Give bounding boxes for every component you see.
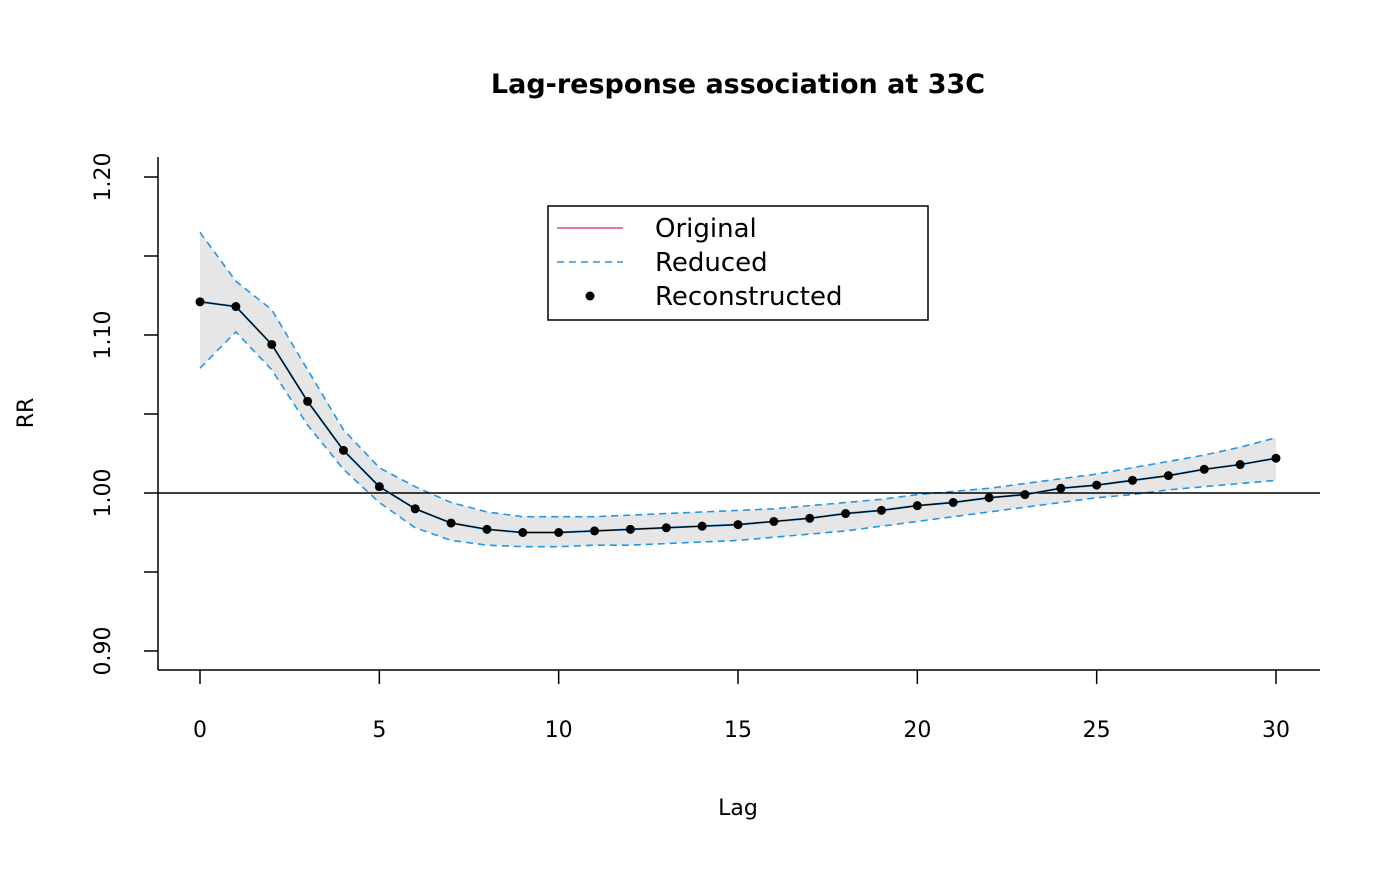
reconstructed-point <box>733 520 743 530</box>
reconstructed-point <box>1128 475 1138 485</box>
reconstructed-point <box>984 493 994 503</box>
chart-title: Lag-response association at 33C <box>491 69 985 100</box>
reconstructed-point <box>948 497 958 507</box>
reconstructed-point <box>1020 490 1030 500</box>
x-axis-label: Lag <box>718 796 758 821</box>
reconstructed-point <box>1235 460 1245 470</box>
plot-area <box>158 231 1320 548</box>
reconstructed-point <box>518 528 528 537</box>
reconstructed-point <box>1092 480 1102 490</box>
reconstructed-point <box>338 445 348 455</box>
reconstructed-point <box>769 516 779 526</box>
reconstructed-point <box>267 339 277 349</box>
reconstructed-point <box>1271 453 1281 463</box>
reconstructed-point <box>1056 483 1066 493</box>
x-tick-label: 10 <box>545 718 573 743</box>
reconstructed-point <box>554 528 564 537</box>
x-tick-label: 20 <box>903 718 931 743</box>
legend-box <box>547 205 929 321</box>
reconstructed-point <box>482 524 492 534</box>
reconstructed-point <box>446 518 456 528</box>
x-tick-label: 30 <box>1262 718 1290 743</box>
x-tick-label: 25 <box>1083 718 1111 743</box>
reconstructed-point <box>625 524 635 534</box>
x-tick-label: 15 <box>724 718 752 743</box>
y-tick-label: 1.00 <box>91 469 116 518</box>
x-tick-label: 0 <box>193 718 207 743</box>
series-original-line <box>199 301 1277 534</box>
ci-upper-line <box>199 231 1277 518</box>
reconstructed-point <box>231 302 241 312</box>
reconstructed-point <box>661 523 671 533</box>
reconstructed-point <box>912 501 922 511</box>
reconstructed-point <box>303 396 313 406</box>
y-tick-label: 1.10 <box>91 311 116 360</box>
reconstructed-point <box>374 482 384 492</box>
legend: Original Reduced Reconstructed <box>547 205 929 321</box>
y-axis-label: RR <box>14 398 39 429</box>
reconstructed-point <box>697 521 707 531</box>
reconstructed-point <box>1163 471 1173 481</box>
series-reduced-line <box>199 300 1277 534</box>
reconstructed-point <box>590 526 600 536</box>
reconstructed-point <box>841 509 851 519</box>
legend-label-reduced: Reduced <box>655 248 768 278</box>
legend-label-reconstructed: Reconstructed <box>655 282 842 312</box>
legend-reconstructed-swatch <box>585 291 595 301</box>
reconstructed-point <box>805 513 815 523</box>
y-tick-label: 0.90 <box>91 627 116 676</box>
reconstructed-point <box>1199 464 1209 474</box>
reconstructed-point <box>195 297 205 307</box>
y-tick-label: 1.20 <box>91 153 116 202</box>
reconstructed-point <box>410 504 420 514</box>
series-reconstructed-line <box>199 301 1277 534</box>
reconstructed-point <box>876 505 886 515</box>
legend-label-original: Original <box>655 214 757 244</box>
axes: 0.90 1.00 1.10 1.20 0 5 10 15 20 25 30 <box>91 153 1320 743</box>
x-tick-label: 5 <box>372 718 386 743</box>
